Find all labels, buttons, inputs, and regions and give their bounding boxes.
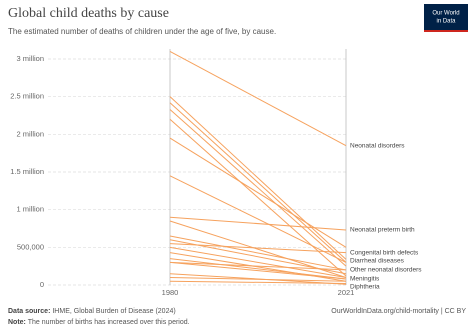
y-tick-label: 3 million xyxy=(16,54,44,63)
y-tick-label: 500,000 xyxy=(17,242,44,251)
slope-line xyxy=(169,96,347,260)
source-label: Data source: xyxy=(8,308,50,315)
logo[interactable]: Our World in Data xyxy=(424,4,468,32)
x-tick-label: 1980 xyxy=(162,288,179,297)
slope-line xyxy=(169,102,347,263)
chart-subtitle: The estimated number of deaths of childr… xyxy=(8,27,276,36)
logo-stripe xyxy=(424,30,468,32)
logo-text: Our World xyxy=(432,11,459,17)
series-label: Neonatal preterm birth xyxy=(350,227,415,234)
footer-source: Data source: IHME, Global Burden of Dise… xyxy=(8,308,176,315)
slope-line xyxy=(169,258,347,280)
y-tick-label: 1 million xyxy=(16,205,44,214)
logo-box xyxy=(424,4,468,32)
y-tick-label: 0 xyxy=(40,280,44,289)
slope-line xyxy=(169,252,347,282)
slope-line xyxy=(169,276,347,282)
footer-note: Note: The number of births has increased… xyxy=(8,319,190,326)
slope-line xyxy=(169,280,347,284)
slope-line xyxy=(169,216,347,231)
series-label: Diarrheal diseases xyxy=(350,257,405,264)
series-label: Diphtheria xyxy=(350,284,380,291)
y-tick-label: 2 million xyxy=(16,129,44,138)
chart-title: Global child deaths by cause xyxy=(8,6,169,21)
slope-line xyxy=(169,51,347,147)
y-tick-label: 1.5 million xyxy=(10,167,44,176)
slope-line xyxy=(169,109,347,267)
slope-line xyxy=(169,137,347,248)
series-label: Meningitis xyxy=(350,276,380,283)
slope-line xyxy=(169,239,347,275)
slope-line xyxy=(169,246,347,278)
footer-url[interactable]: OurWorldInData.org/child-mortality | CC … xyxy=(331,308,466,315)
x-tick-label: 2021 xyxy=(338,288,355,297)
note-text: The number of births has increased over … xyxy=(28,319,190,326)
y-tick-label: 2.5 million xyxy=(10,92,44,101)
source-text: IHME, Global Burden of Disease (2024) xyxy=(52,308,175,315)
slope-line xyxy=(169,175,347,263)
series-label: Other neonatal disorders xyxy=(350,267,422,274)
series-label: Congenital birth defects xyxy=(350,249,419,256)
slope-line xyxy=(169,118,347,277)
series-label: Neonatal disorders xyxy=(350,142,405,149)
slope-line xyxy=(169,235,347,271)
logo-text: in Data xyxy=(436,19,456,25)
slope-line xyxy=(169,261,347,271)
note-label: Note: xyxy=(8,319,26,326)
